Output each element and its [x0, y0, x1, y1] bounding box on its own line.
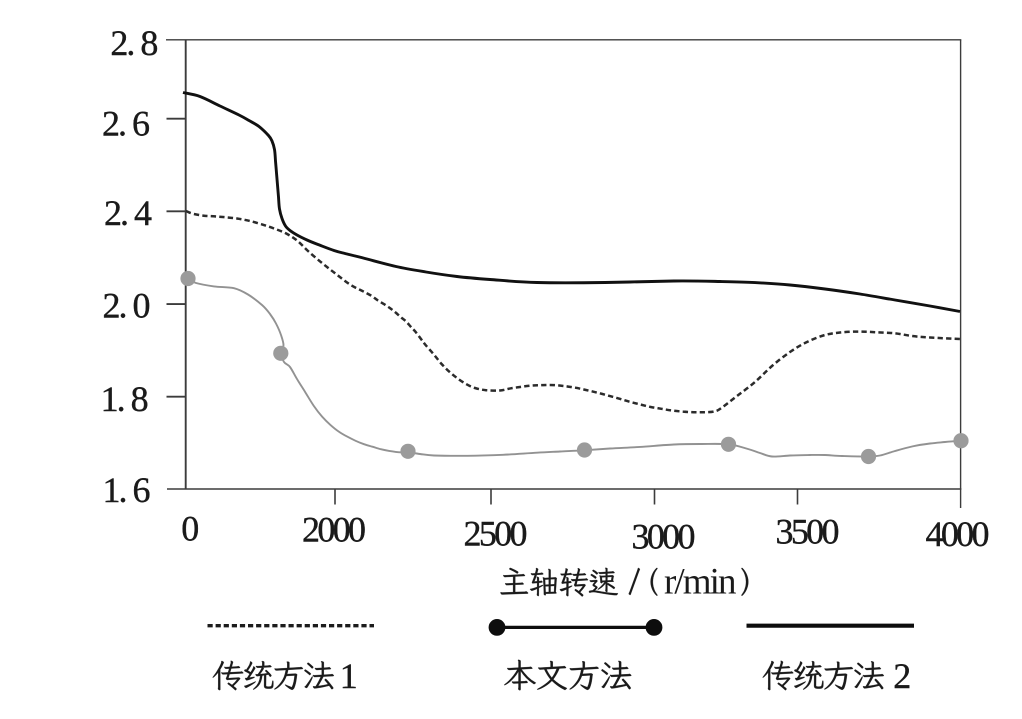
svg-text:r/min: r/min [664, 562, 737, 603]
svg-text:2. 8: 2. 8 [110, 23, 158, 63]
svg-text:1. 6: 1. 6 [103, 470, 151, 510]
svg-text:2: 2 [893, 656, 911, 696]
svg-text:2. 4: 2. 4 [104, 193, 152, 233]
svg-text:1. 8: 1. 8 [101, 379, 149, 419]
svg-text:2000: 2000 [302, 510, 366, 550]
svg-text:0: 0 [181, 509, 199, 549]
svg-text:2. 0: 2. 0 [103, 286, 151, 326]
svg-text:1: 1 [340, 656, 358, 696]
svg-text:3000: 3000 [632, 517, 696, 557]
svg-text:4000: 4000 [926, 514, 990, 554]
svg-text:2500: 2500 [464, 514, 528, 554]
svg-text:3500: 3500 [776, 512, 840, 552]
svg-text:2. 6: 2. 6 [102, 104, 150, 144]
